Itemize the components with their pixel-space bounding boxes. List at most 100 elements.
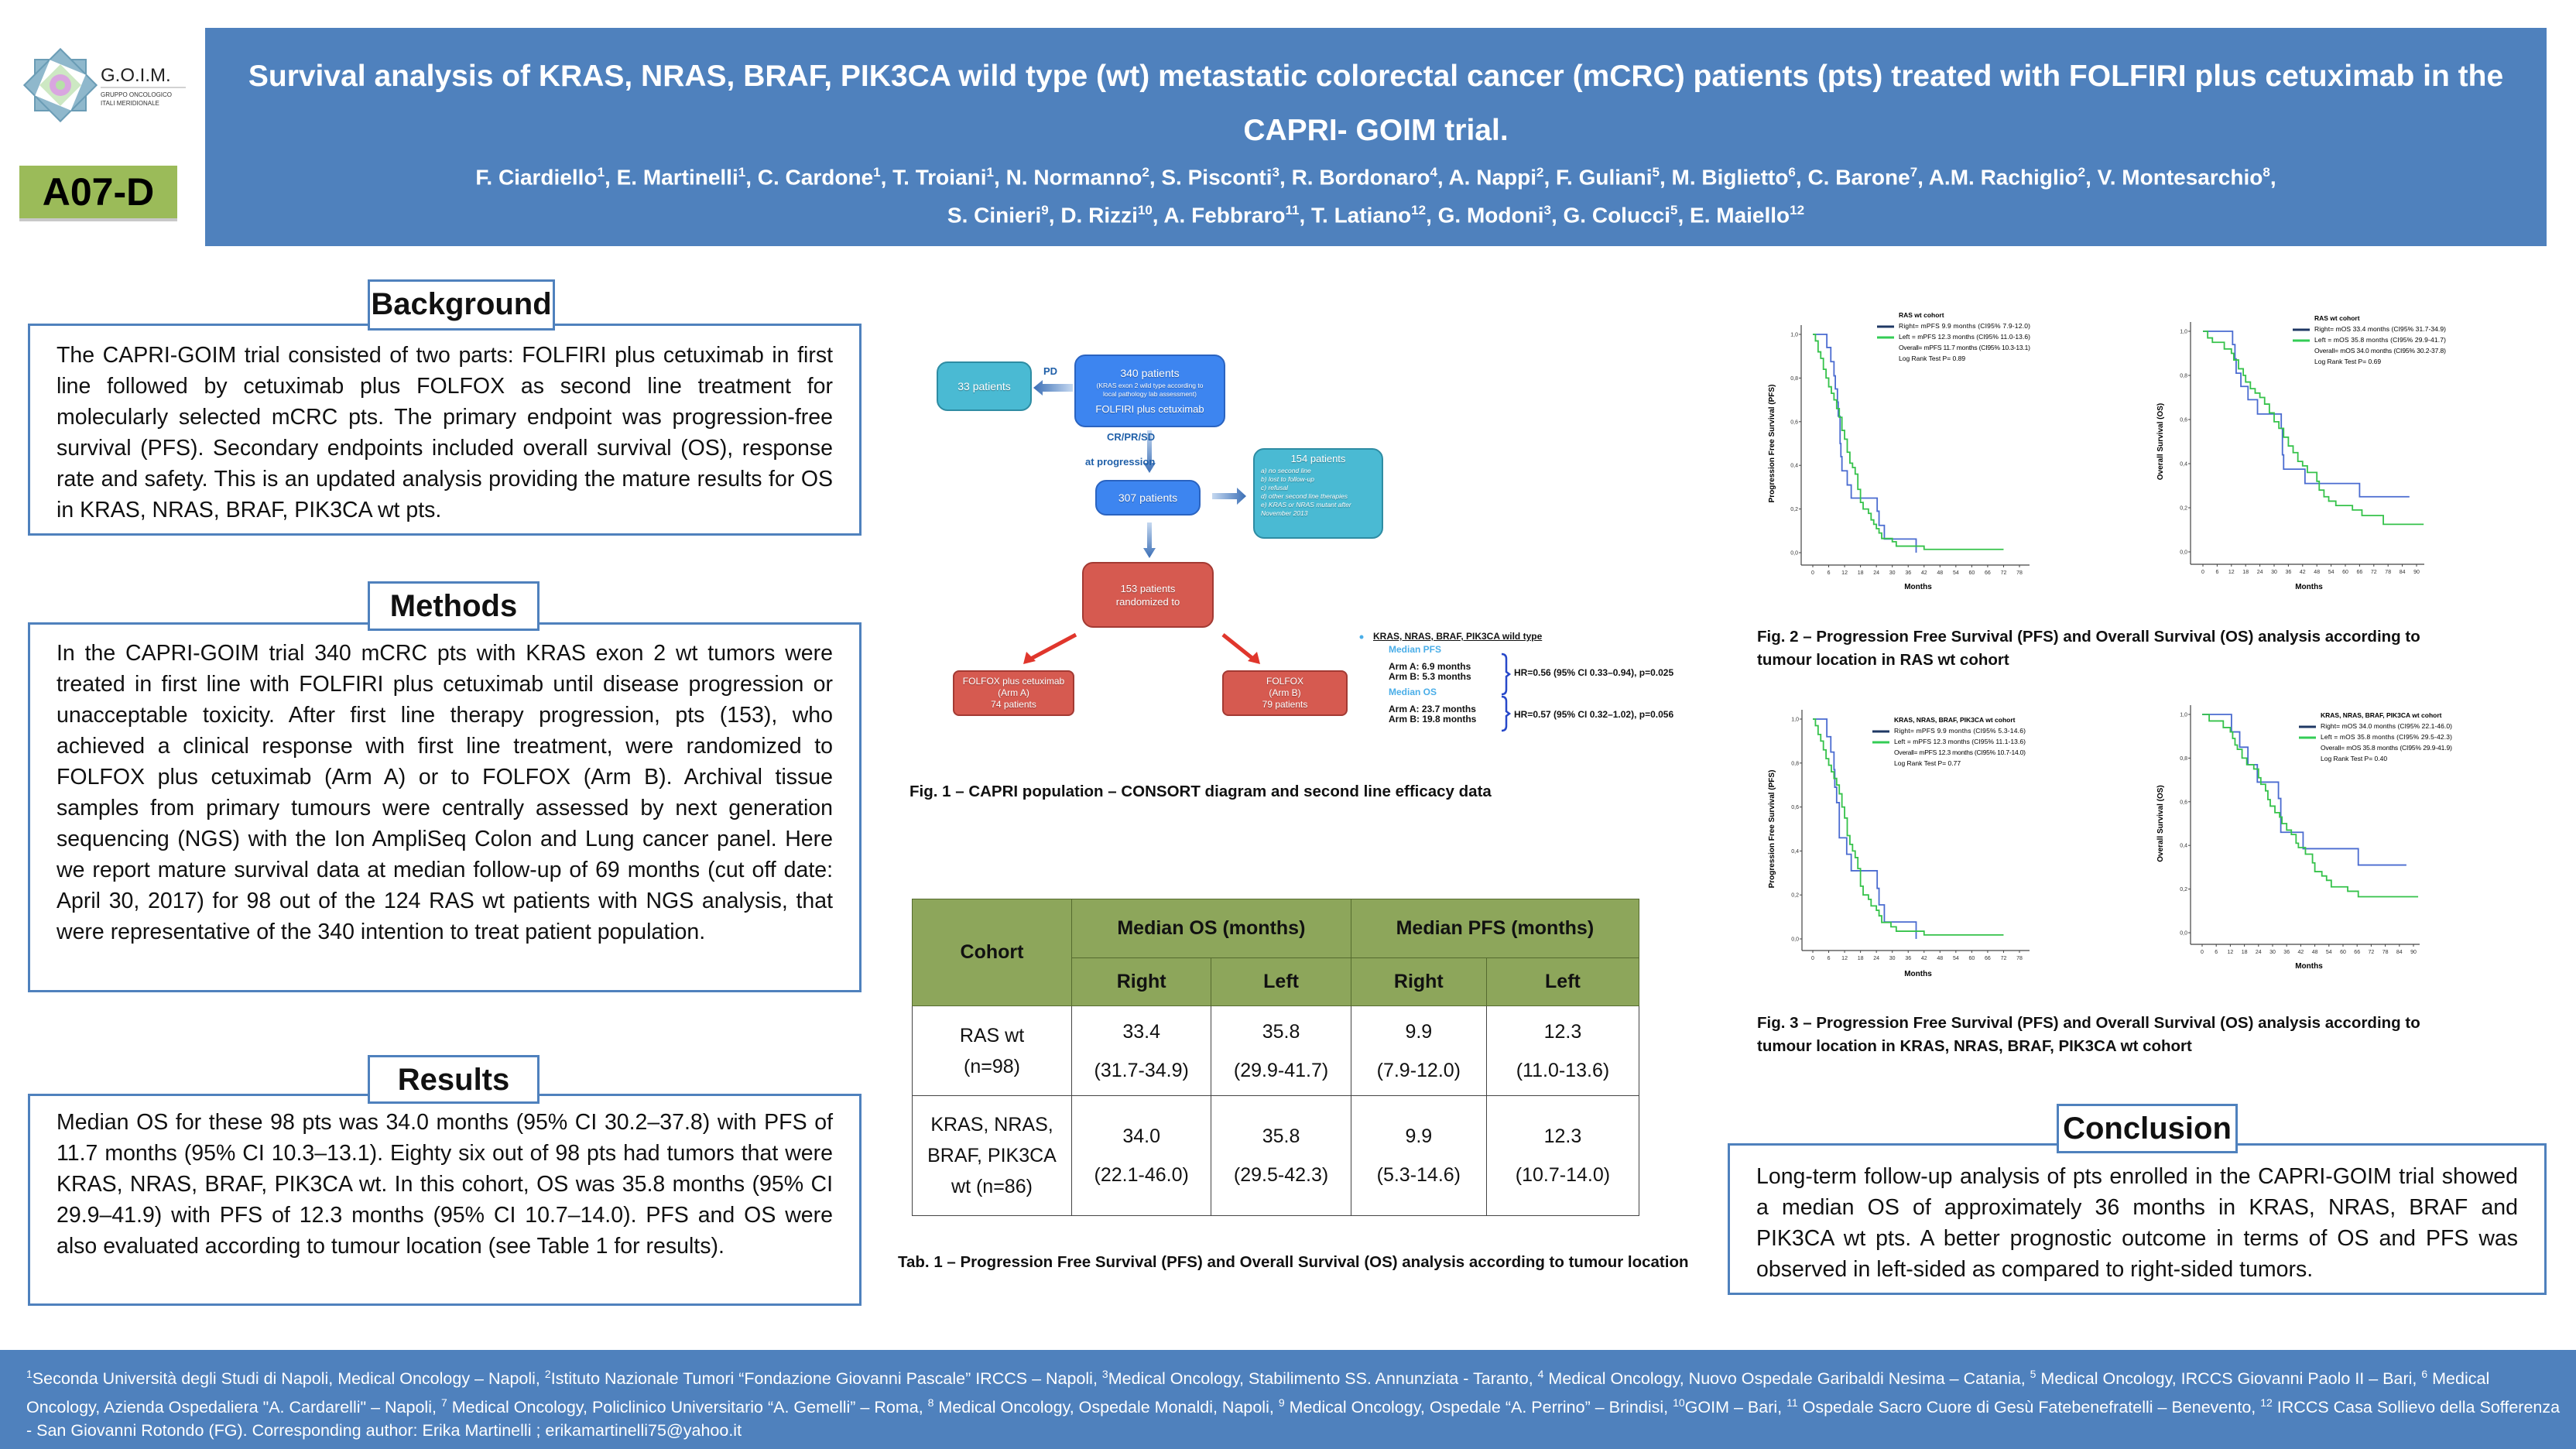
legend-overall: Overall= mOS 35.8 months (CI95% 29.9-41.… <box>2321 744 2452 752</box>
legend-logrank: Log Rank Test P= 0.89 <box>1899 355 1965 362</box>
y-tick-label: 0,6 <box>1790 420 1798 425</box>
y-tick-label: 0,0 <box>2180 931 2187 937</box>
value-cell: 12.3 (10.7-14.0) <box>1485 1095 1640 1216</box>
col-header-os-right: Right <box>1070 957 1212 1006</box>
x-tick-label: 12 <box>2228 950 2234 955</box>
box-33-patients: 33 patients <box>937 361 1032 411</box>
author-name: V. Montesarchio <box>2097 165 2263 190</box>
median-value: 9.9 <box>1405 1020 1433 1043</box>
x-tick-label: 72 <box>2001 956 2007 961</box>
fig3-caption-line1: Fig. 3 – Progression Free Survival (PFS)… <box>1757 1014 2420 1032</box>
affiliation-text: Medical Oncology, Ospedale “A. Perrino” … <box>1284 1397 1673 1416</box>
author-name: C. Barone <box>1807 165 1910 190</box>
x-tick-label: 18 <box>2242 950 2248 955</box>
corresponding-author: Corresponding author: Erika Martinelli ;… <box>252 1421 742 1440</box>
value-cell: 9.9 (7.9-12.0) <box>1350 1005 1487 1096</box>
cohort-cell: KRAS, NRAS, BRAF, PIK3CA wt (n=86) <box>912 1095 1072 1216</box>
x-tick-label: 54 <box>1953 570 1959 576</box>
authors-line-1: F. Ciardiello1, E. Martinelli1, C. Cardo… <box>475 165 2276 190</box>
legend-left: Left = mPFS 12.3 months (CI95% 11.0-13.6… <box>1899 333 2030 341</box>
arm-b-line: 79 patients <box>1262 699 1308 710</box>
author-affiliation-number: 3 <box>1272 165 1279 180</box>
author-affiliation-number: 12 <box>1411 203 1427 218</box>
x-tick-label: 42 <box>2298 950 2304 955</box>
affiliation-text: Istituto Nazionale Tumori “Fondazione Gi… <box>550 1369 1102 1389</box>
table-caption: Tab. 1 – Progression Free Survival (PFS)… <box>898 1253 1689 1271</box>
confidence-interval: (22.1-46.0) <box>1094 1164 1189 1186</box>
affiliation-text: Medical Oncology, Nuovo Ospedale Garibal… <box>1543 1369 2030 1389</box>
author-name: F. Guliani <box>1556 165 1653 190</box>
box-arm-b: FOLFOX (Arm B) 79 patients <box>1222 670 1348 716</box>
x-tick-label: 60 <box>2342 570 2348 575</box>
author-name: G. Modoni <box>1437 203 1544 228</box>
x-tick-label: 78 <box>2016 570 2023 576</box>
legend-overall: Overall= mOS 34.0 months (CI95% 30.2-37.… <box>2314 347 2446 355</box>
methods-text: In the CAPRI-GOIM trial 340 mCRC pts wit… <box>57 641 833 944</box>
affiliation-text: GOIM – Bari, <box>1684 1397 1787 1416</box>
cohort-cell: RAS wt (n=98) <box>912 1005 1072 1096</box>
author-affiliation-number: 6 <box>1788 165 1796 180</box>
y-tick-label: 0,0 <box>1791 937 1799 943</box>
x-axis-label: Months <box>1904 970 1932 978</box>
affiliation-number: 5 <box>2030 1368 2036 1380</box>
conclusion-section: Long-term follow-up analysis of pts enro… <box>1728 1143 2547 1295</box>
author-name: E. Maiello <box>1690 203 1790 228</box>
legend-right: Right= mPFS 9.9 months (CI95% 7.9-12.0) <box>1899 322 2030 330</box>
value-cell: 9.9 (5.3-14.6) <box>1350 1095 1487 1216</box>
fig1-caption: Fig. 1 – CAPRI population – CONSORT diag… <box>909 783 1492 800</box>
affiliation-text: Medical Oncology, IRCCS Giovanni Paolo I… <box>2036 1369 2422 1389</box>
consort-arrows <box>1023 380 1512 732</box>
x-tick-label: 90 <box>2410 950 2417 955</box>
x-tick-label: 0 <box>2201 950 2204 955</box>
y-tick-label: 0,4 <box>1790 464 1798 469</box>
goim-logo: G.O.I.M. GRUPPO ONCOLOGICO ITALI MERIDIO… <box>22 43 186 128</box>
author-affiliation-number: 3 <box>1543 203 1551 218</box>
affiliation-text: Medical Oncology, Ospedale Monaldi, Napo… <box>933 1397 1279 1416</box>
affiliation-text: IRCCS Casa Sollievo della Sofferenza - S… <box>26 1397 2561 1440</box>
survival-table: Cohort Median OS (months) Median PFS (mo… <box>912 899 1640 1216</box>
x-tick-label: 48 <box>2312 950 2318 955</box>
legend-logrank: Log Rank Test P= 0.77 <box>1894 759 1961 767</box>
pd-label: PD <box>1043 365 1058 377</box>
author-affiliation-number: 5 <box>1652 165 1660 180</box>
pfs-arm-b: Arm B: 5.3 months <box>1389 671 1471 682</box>
y-tick-label: 0,8 <box>1790 376 1798 382</box>
author-name: E. Martinelli <box>616 165 738 190</box>
x-tick-label: 0 <box>1811 570 1814 576</box>
km-chart-ras-os: 0,0 0,2 0,4 0,6 0,8 1,0 0 6 12 18 24 30 36 42 48 54 60 66… <box>2156 314 2446 591</box>
exclusion-reason: d) other second line therapies <box>1261 492 1348 500</box>
affiliation-text: Ospedale Sacro Cuore di Gesù Fatebenefra… <box>1797 1397 2261 1416</box>
y-tick-label: 1,0 <box>1791 718 1799 723</box>
value-cell: 33.4 (31.7-34.9) <box>1070 1005 1212 1096</box>
y-axis-label: Progression Free Survival (PFS) <box>1768 770 1776 889</box>
author-name: A. Nappi <box>1448 165 1537 190</box>
bracket-icon <box>1501 653 1512 696</box>
affiliation-text: Seconda Università degli Studi di Napoli… <box>32 1369 545 1389</box>
fig3-caption-line2: tumour location in KRAS, NRAS, BRAF, PIK… <box>1757 1037 2192 1055</box>
y-tick-label: 0,8 <box>2180 374 2187 379</box>
affiliation-number: 1 <box>26 1368 33 1380</box>
legend-title: KRAS, NRAS, BRAF, PIK3CA wt cohort <box>2321 711 2442 719</box>
cohort-label: (n=98) <box>964 1055 1020 1077</box>
col-header-pfs-right: Right <box>1350 957 1487 1006</box>
pfs-arm-a: Arm A: 6.9 months <box>1389 661 1471 672</box>
legend-logrank: Log Rank Test P= 0.40 <box>2321 755 2387 762</box>
arrowhead-icon <box>1023 652 1036 664</box>
author-name: D. Rizzi <box>1060 203 1138 228</box>
box-154-list: a) no second line b) lost to follow-up c) … <box>1261 467 1375 518</box>
legend-right: Right= mPFS 9.9 months (CI95% 5.3-14.6) <box>1894 727 2026 735</box>
box-154-patients: 154 patients a) no second line b) lost to… <box>1253 448 1383 539</box>
author-affiliation-number: 1 <box>597 165 605 180</box>
y-tick-label: 0,2 <box>1791 893 1799 899</box>
efficacy-heading: KRAS, NRAS, BRAF, PIK3CA wild type <box>1373 631 1543 642</box>
author-name: F. Ciardiello <box>475 165 598 190</box>
logo-name: G.O.I.M. <box>101 65 171 86</box>
author-name: T. Latiano <box>1311 203 1412 228</box>
y-tick-label: 1,0 <box>1790 333 1798 338</box>
author-affiliation-number: 12 <box>1790 203 1805 218</box>
x-tick-label: 78 <box>2016 956 2023 961</box>
box-307-patients: 307 patients <box>1095 480 1201 516</box>
value-cell: 35.8 (29.9-41.7) <box>1211 1005 1351 1096</box>
x-axis-label: Months <box>1904 583 1932 591</box>
exclusion-reason: a) no second line <box>1261 467 1311 474</box>
